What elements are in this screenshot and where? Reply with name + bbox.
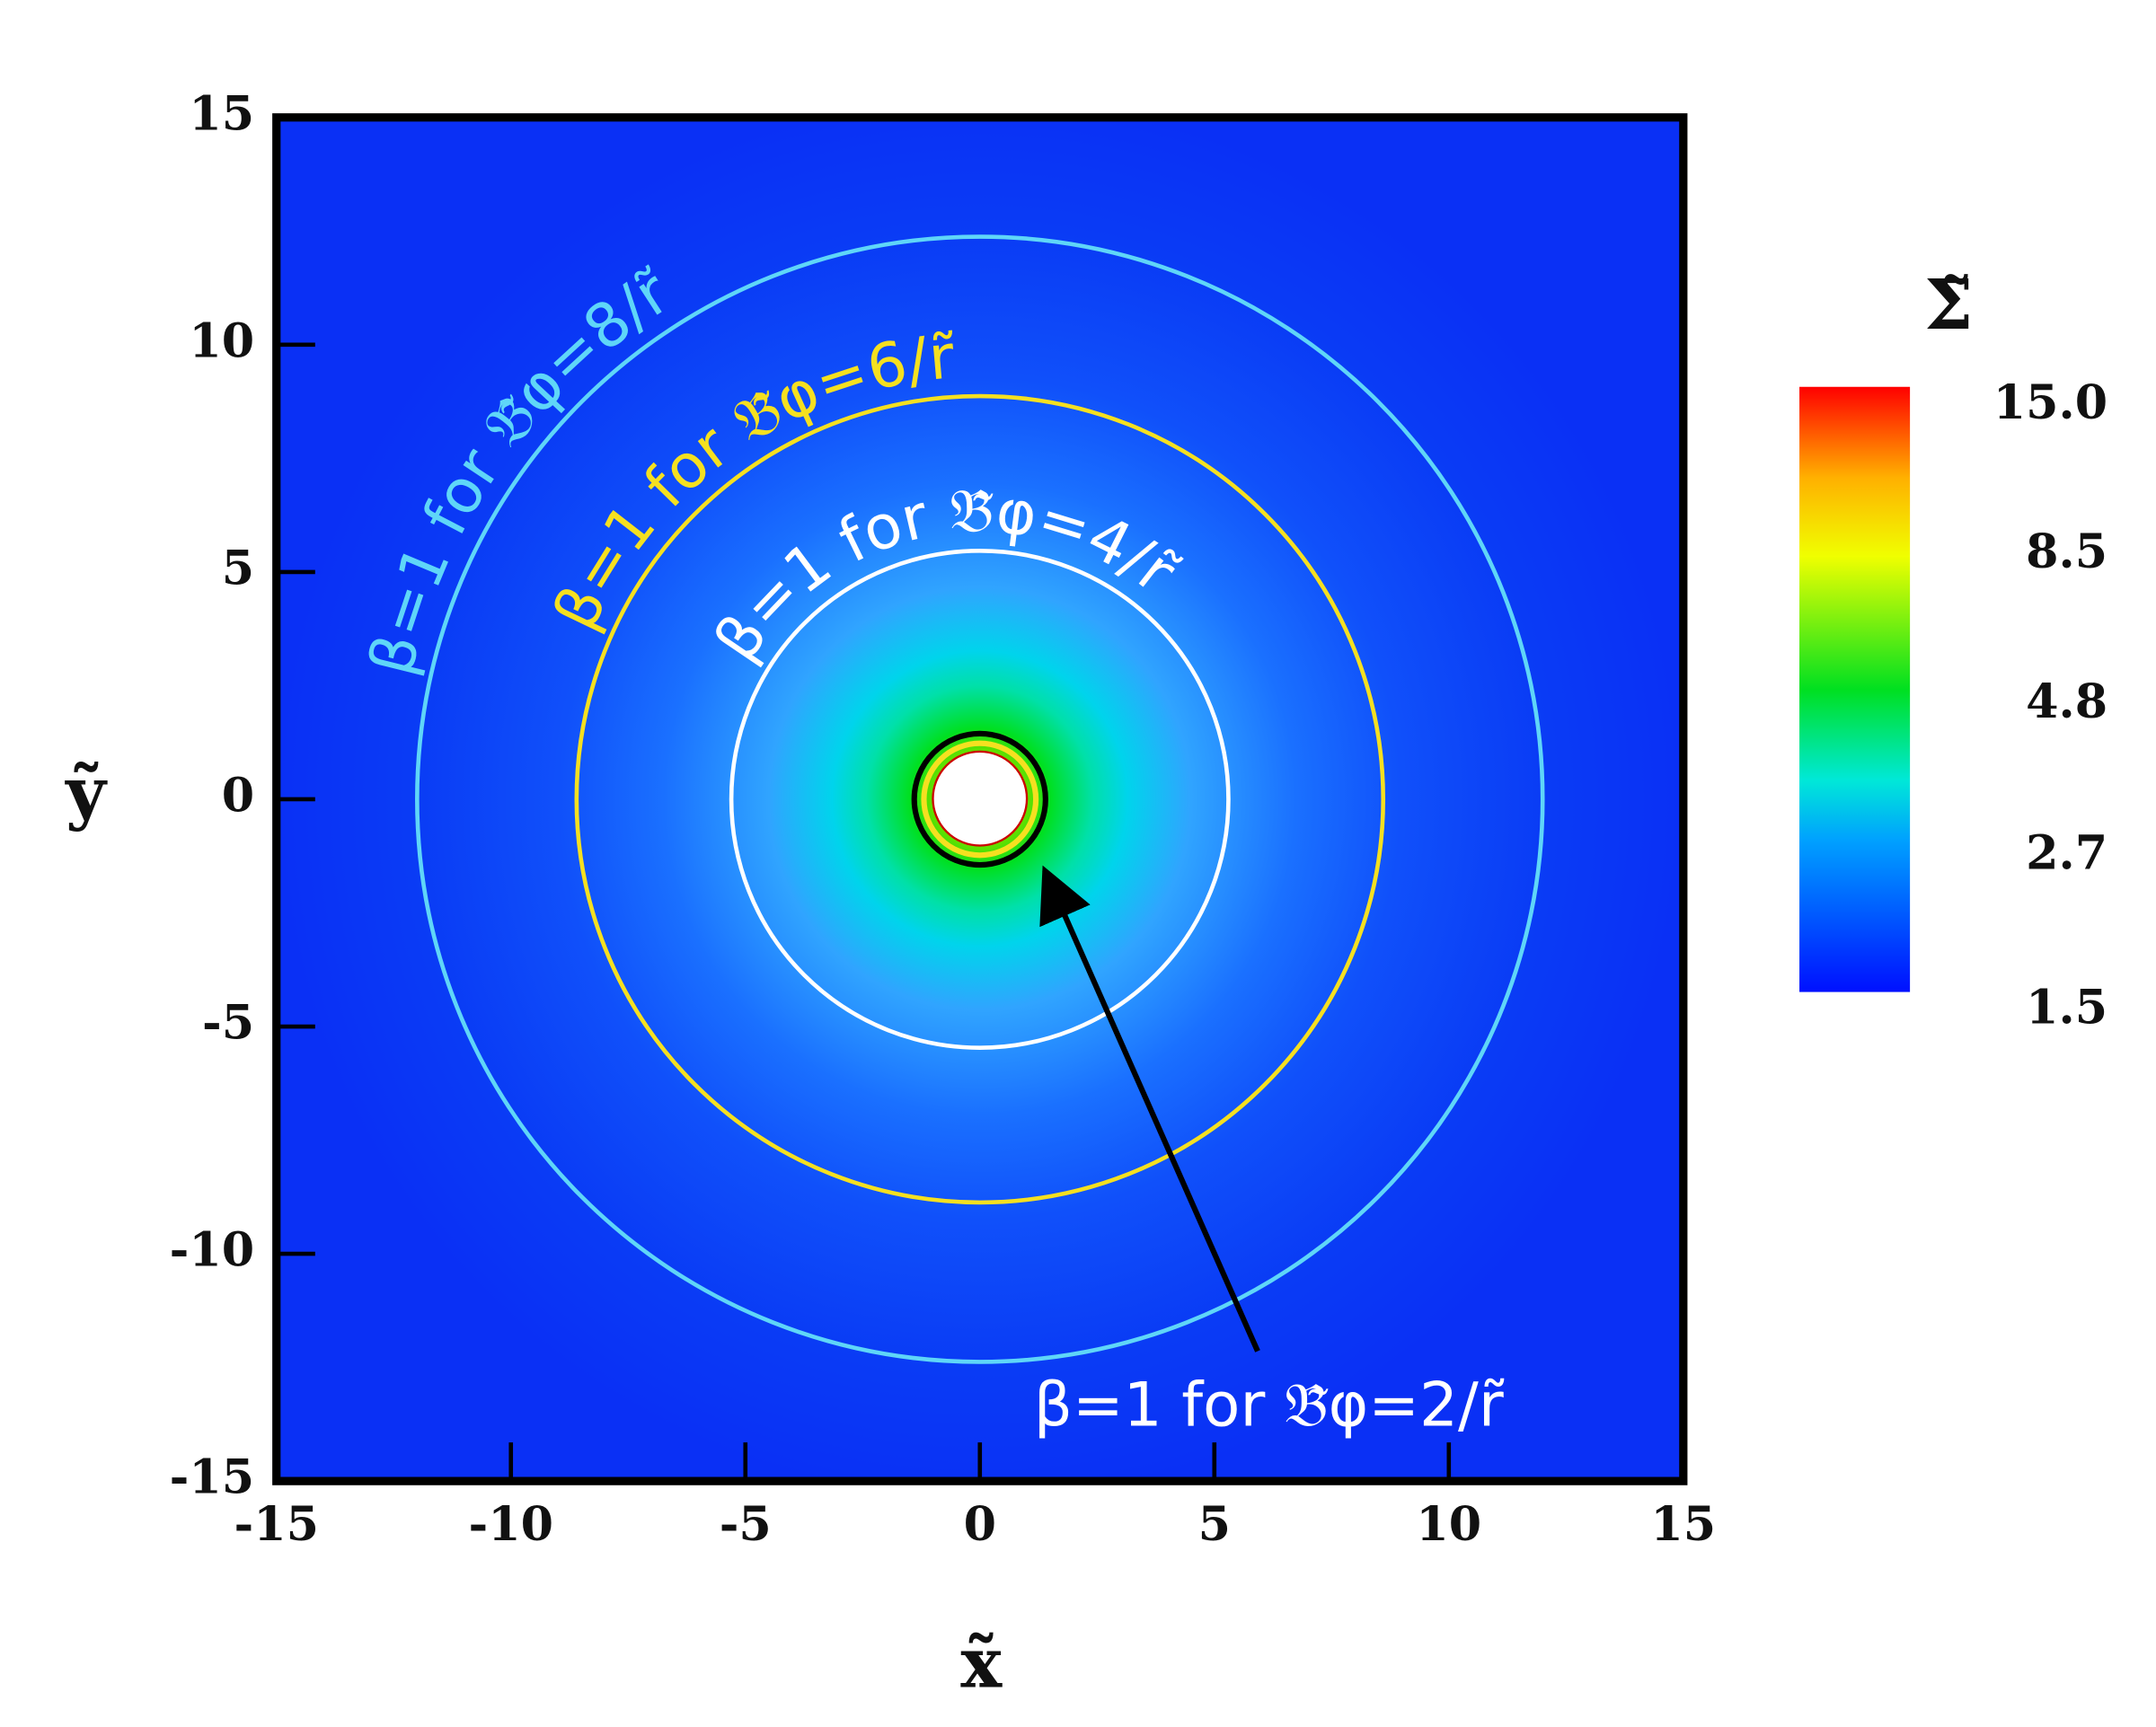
colorbar-tick-label: 8.5 bbox=[2026, 524, 2107, 579]
annotation-arrow bbox=[1039, 865, 1260, 1353]
contour-inner-ring bbox=[921, 740, 1039, 859]
y-tick-label: 15 bbox=[189, 86, 254, 141]
x-tick-label: -10 bbox=[469, 1497, 553, 1552]
inner-hole bbox=[932, 750, 1029, 847]
y-tick-label: -15 bbox=[170, 1450, 254, 1505]
y-tick-label: -5 bbox=[202, 996, 254, 1051]
y-axis-title: ỹ bbox=[64, 753, 108, 833]
y-tick-label: 10 bbox=[189, 313, 254, 368]
colorbar-tick-label: 1.5 bbox=[2026, 981, 2107, 1035]
y-tick-label: 0 bbox=[222, 768, 254, 823]
contour bbox=[415, 234, 1545, 1364]
y-tick-label: 5 bbox=[222, 541, 254, 595]
x-tick-label: 10 bbox=[1416, 1497, 1481, 1552]
colorbar-tick-label: 15.0 bbox=[1993, 375, 2107, 430]
colorbar-tick-label: 2.7 bbox=[2026, 826, 2107, 881]
y-tick-label: -10 bbox=[170, 1223, 254, 1278]
contour bbox=[729, 548, 1231, 1050]
colorbar-title: Σ̃ bbox=[1924, 265, 1973, 346]
colorbar bbox=[1799, 386, 1911, 992]
contour-label: β=1 for 𝔅̃φ=2/r̃ bbox=[1034, 1370, 1505, 1441]
contour bbox=[574, 393, 1386, 1205]
colorbar-tick-label: 4.8 bbox=[2026, 674, 2107, 729]
x-tick-label: 0 bbox=[964, 1497, 996, 1552]
plot-frame bbox=[272, 113, 1688, 1485]
x-tick-label: -15 bbox=[234, 1497, 318, 1552]
x-axis-title: x̃ bbox=[960, 1623, 1003, 1704]
x-tick-label: 15 bbox=[1650, 1497, 1716, 1552]
contour bbox=[911, 730, 1048, 868]
x-tick-label: 5 bbox=[1198, 1497, 1231, 1552]
x-tick-label: -5 bbox=[720, 1497, 772, 1552]
